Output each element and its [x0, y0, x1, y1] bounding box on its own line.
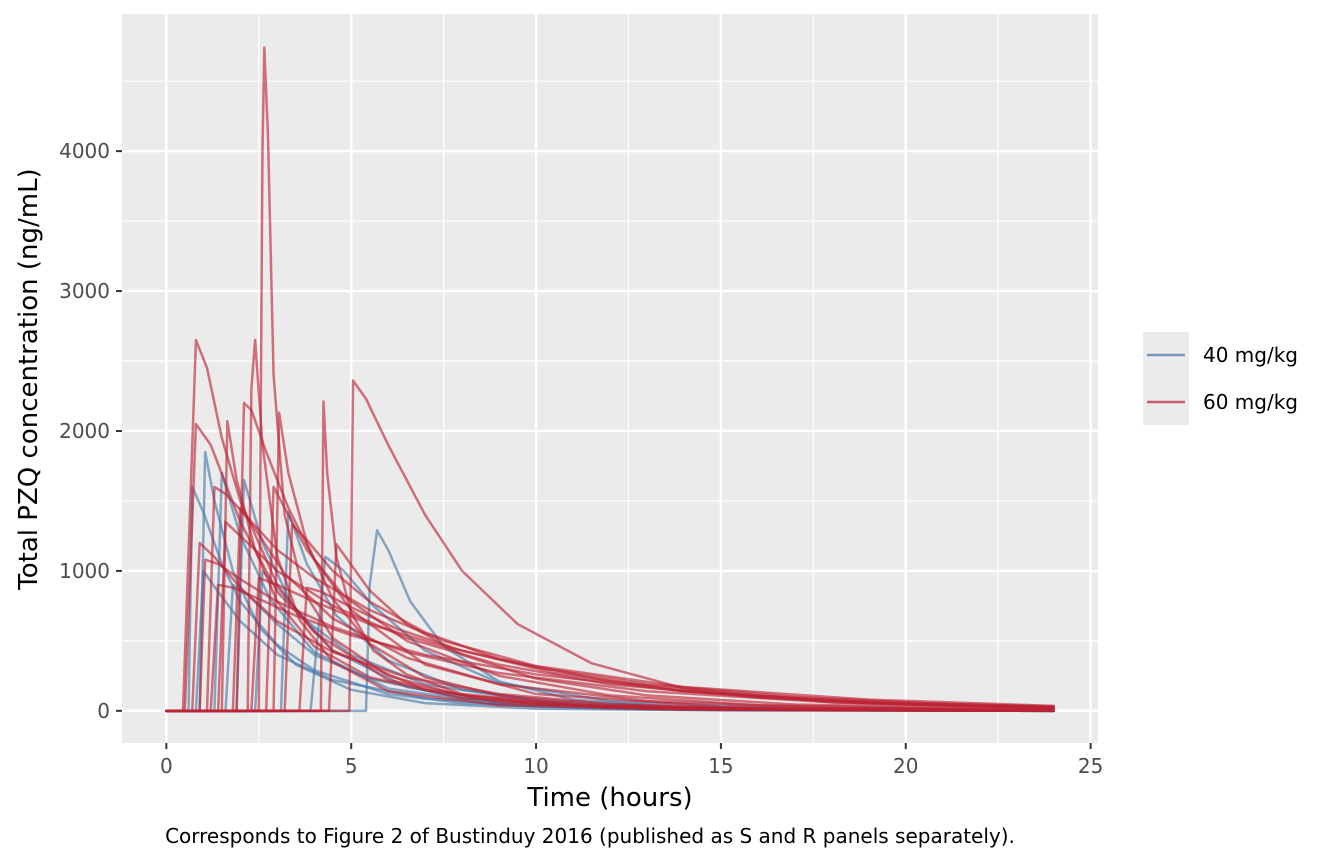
legend: 40 mg/kg 60 mg/kg [1143, 332, 1298, 425]
x-tick-label: 25 [1078, 754, 1103, 778]
grid-minor [122, 14, 1098, 743]
y-axis-ticks: 0 1000 2000 3000 4000 [59, 139, 122, 723]
series-line-60-mg-kg [165, 485, 1055, 713]
x-tick-label: 5 [345, 754, 358, 778]
y-tick-label: 3000 [59, 279, 110, 303]
legend-label-40: 40 mg/kg [1203, 343, 1298, 367]
x-tick-label: 15 [708, 754, 733, 778]
x-tick-label: 10 [523, 754, 548, 778]
legend-label-60: 60 mg/kg [1203, 390, 1298, 414]
x-axis-ticks: 0 5 10 15 20 25 [160, 743, 1103, 778]
x-tick-label: 0 [160, 754, 173, 778]
y-axis-title: Total PZQ concentration (ng/mL) [14, 168, 44, 590]
y-tick-label: 0 [97, 699, 110, 723]
x-tick-label: 20 [893, 754, 918, 778]
caption: Corresponds to Figure 2 of Bustinduy 201… [165, 824, 1015, 848]
series-line-40-mg-kg [165, 450, 1055, 713]
x-axis-title: Time (hours) [526, 783, 692, 813]
series-line-60-mg-kg [165, 543, 1055, 713]
y-tick-label: 2000 [59, 419, 110, 443]
grid-major [122, 14, 1098, 743]
series-line-60-mg-kg [165, 506, 1055, 713]
series-line-60-mg-kg [165, 400, 1055, 713]
y-tick-label: 1000 [59, 559, 110, 583]
y-tick-label: 4000 [59, 139, 110, 163]
series-layer [165, 46, 1055, 713]
series-line-60-mg-kg [165, 586, 1055, 713]
legend-key-background [1143, 332, 1189, 425]
